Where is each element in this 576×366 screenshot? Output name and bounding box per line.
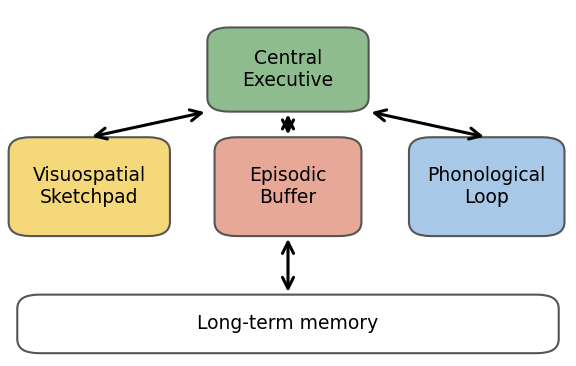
Text: Central
Executive: Central Executive: [242, 49, 334, 90]
FancyBboxPatch shape: [207, 27, 369, 112]
FancyBboxPatch shape: [409, 137, 564, 236]
FancyBboxPatch shape: [214, 137, 361, 236]
Text: Phonological
Loop: Phonological Loop: [427, 166, 546, 207]
Text: Visuospatial
Sketchpad: Visuospatial Sketchpad: [33, 166, 146, 207]
Text: Long-term memory: Long-term memory: [198, 314, 378, 333]
Text: Episodic
Buffer: Episodic Buffer: [249, 166, 327, 207]
FancyBboxPatch shape: [17, 295, 559, 353]
FancyBboxPatch shape: [9, 137, 170, 236]
